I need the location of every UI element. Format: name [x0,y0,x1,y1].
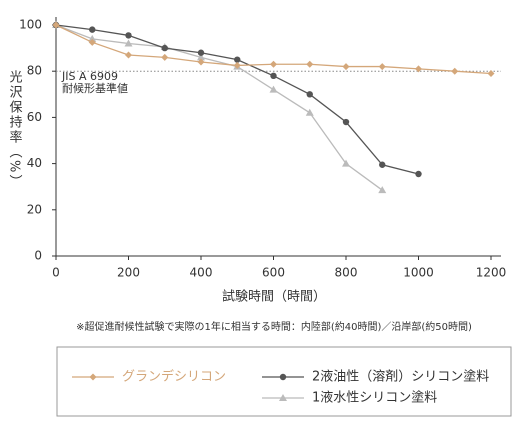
reference-label: 耐候形基準値 [62,81,128,95]
y-tick-label: 0 [34,249,42,263]
legend-marker [89,373,97,381]
data-point [88,34,97,42]
data-point [233,61,241,69]
data-point [234,56,241,63]
legend-marker [279,373,287,381]
series-line [55,24,419,175]
data-point [379,161,386,168]
x-tick-label: 0 [52,266,60,280]
x-tick-label: 400 [190,266,213,280]
data-point [197,49,205,56]
legend-label: 2液油性（溶剤）シリコン塗料 [312,369,489,385]
data-point [378,186,387,194]
x-tick-label: 600 [262,266,285,280]
y-tick-label: 20 [27,202,42,216]
data-point [270,72,277,80]
data-point [415,65,422,73]
data-point [378,63,386,71]
data-point [125,32,132,39]
legend-label: グランデシリコン [122,369,226,385]
data-point [125,51,132,59]
x-axis-label: 試験時間（時間） [222,289,326,305]
x-tick-label: 800 [335,266,358,280]
series-line [55,24,383,191]
data-point [451,67,459,75]
data-point [415,170,422,178]
data-point [197,53,205,61]
legend-marker [279,394,287,401]
data-point [89,26,96,33]
y-tick-label: 80 [27,64,42,78]
legend-label: 1液水性シリコン塗料 [312,390,437,406]
y-tick-label: 40 [27,156,42,170]
x-tick-label: 1000 [403,266,434,280]
data-point [270,60,277,68]
note: ※超促進耐候性試験で実際の1年に相当する時間：内陸部(約40時間)／沿岸部(約5… [76,320,472,333]
data-point [269,85,278,93]
x-tick-label: 1200 [476,266,507,280]
x-tick-label: 200 [117,266,140,280]
reference-label: JIS A 6909 [61,70,118,83]
data-point [487,70,495,78]
data-point [342,118,350,126]
y-tick-label: 100 [19,18,42,32]
data-point [306,60,314,68]
y-tick-label: 60 [27,110,42,124]
data-point [342,63,350,71]
data-point [124,39,133,47]
data-point [306,91,313,98]
data-point [161,53,169,61]
data-point [161,44,168,52]
data-point [88,38,96,46]
data-point [197,58,205,66]
legend-box [56,346,512,417]
data-point [342,159,350,167]
y-axis-label: 光沢保持率（%） [7,70,23,189]
data-point [52,21,60,29]
data-point [305,108,314,116]
